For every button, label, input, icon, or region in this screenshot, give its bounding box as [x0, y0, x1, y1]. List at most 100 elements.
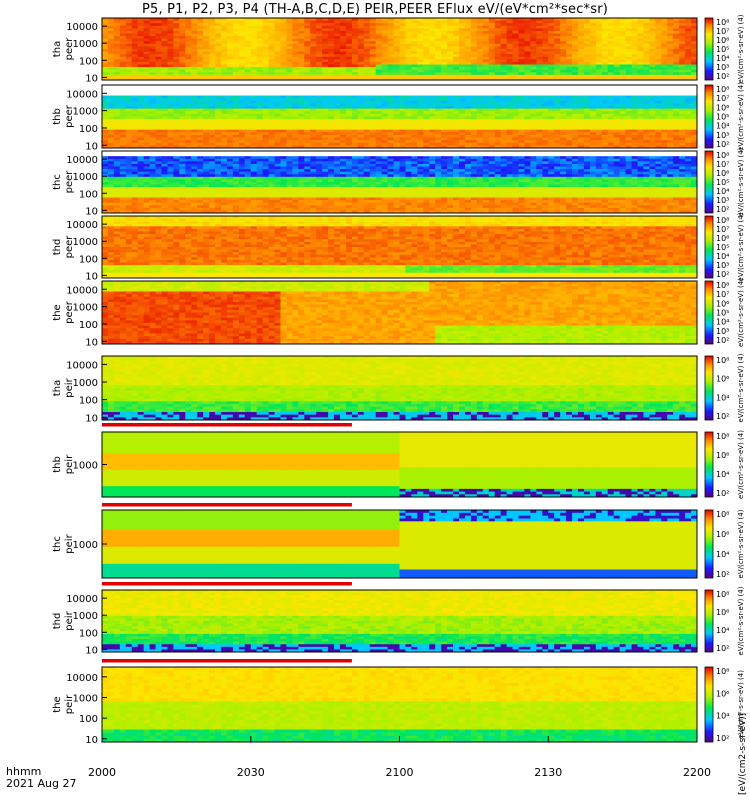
colorbar-tick-label: 10⁵	[716, 309, 729, 318]
ylabel-product: peer	[64, 235, 75, 259]
colorbar-tick-label: 10²	[716, 644, 729, 653]
ytick-label: 1000	[73, 303, 98, 314]
colorbar-side-label: eV/(cm²-s-sr-eV) (4)	[737, 14, 745, 83]
ylabel-product: peir	[64, 533, 75, 553]
ylabel-product: peer	[64, 170, 75, 194]
colorbar-tick-label: 10⁷	[716, 290, 729, 299]
colorbar-side-label: eV/(cm²-s-sr-eV) (4)	[737, 509, 745, 578]
ylabel-probe: thb	[52, 108, 63, 125]
colorbar-tick-label: 10⁶	[716, 689, 729, 698]
divider-bar	[102, 503, 352, 507]
ytick-label: 1000	[73, 378, 98, 389]
spectrogram-thd-peir	[102, 590, 697, 652]
colorbar-tick-label: 10²	[716, 72, 729, 81]
colorbar-tick-label: 10³	[716, 196, 729, 205]
ytick-label: 100	[79, 320, 98, 331]
colorbar-tick-label: 10⁴	[716, 550, 729, 559]
ytick-label: 10	[85, 73, 98, 84]
ytick-label: 100	[79, 254, 98, 265]
spectrogram-tha-peer	[102, 18, 697, 80]
colorbar-tick-label: 10⁶	[716, 234, 729, 243]
colorbar-tick-label: 10⁴	[716, 712, 729, 721]
colorbar-tick-label: 10⁸	[716, 281, 729, 290]
xtick-label: 2000	[88, 766, 116, 779]
ytick-label: 10	[85, 337, 98, 348]
colorbar-side-label: eV/(cm²-s-sr-eV) (4)	[737, 278, 745, 347]
ylabel-probe: tha	[52, 380, 63, 396]
colorbar-side-label: eV/(cm²-s-sr-eV) (4)	[737, 82, 745, 151]
colorbar-tick-label: 10²	[716, 205, 729, 214]
colorbar-tick-label: 10⁶	[716, 103, 729, 112]
colorbar-tick-label: 10⁴	[716, 54, 729, 63]
ytick-label: 1000	[73, 461, 98, 472]
date-label: 2021 Aug 27	[6, 778, 76, 790]
divider-bar	[102, 347, 697, 351]
ytick-label: 10	[85, 413, 98, 424]
ytick-label: 1000	[73, 39, 98, 50]
colorbar-tick-label: 10⁷	[716, 225, 729, 234]
colorbar-tick-label: 10³	[716, 131, 729, 140]
colorbar-tick-label: 10⁶	[716, 36, 729, 45]
ytick-label: 100	[79, 56, 98, 67]
ylabel-product: peer	[64, 104, 75, 128]
ytick-label: 1000	[73, 694, 98, 705]
colorbar-side-label: eV/(cm²-s-sr-eV) (4)	[737, 212, 745, 281]
ytick-label: 100	[79, 124, 98, 135]
colorbar-tick-label: 10³	[716, 63, 729, 72]
colorbar-tick-label: 10⁸	[716, 216, 729, 225]
colorbar-tick-label: 10⁸	[716, 667, 729, 676]
ylabel-product: peir	[64, 694, 75, 714]
ytick-label: 10000	[66, 89, 98, 100]
colorbar-tick-label: 10⁸	[716, 510, 729, 519]
colorbar-tick-label: 10⁷	[716, 94, 729, 103]
ytick-label: 100	[79, 189, 98, 200]
colorbar-tick-label: 10²	[716, 489, 729, 498]
colorbar-tick-label: 10⁸	[716, 432, 729, 441]
colorbar-tick-label: 10⁸	[716, 85, 729, 94]
ylabel-probe: thc	[52, 174, 63, 190]
colorbar-tick-label: 10⁵	[716, 113, 729, 122]
ylabel-probe: the	[52, 304, 63, 320]
spectrogram-tha-peir	[102, 356, 697, 420]
ytick-label: 10	[85, 735, 98, 746]
colorbar-tick-label: 10⁵	[716, 243, 729, 252]
colorbar-tick-label: 10⁴	[716, 187, 729, 196]
ylabel-product: peer	[64, 37, 75, 61]
ytick-label: 10000	[66, 673, 98, 684]
colorbar-tick-label: 10⁶	[716, 169, 729, 178]
colorbar-tick-label: 10⁸	[716, 151, 729, 160]
colorbar-tick-label: 10⁶	[716, 530, 729, 539]
ylabel-product: peir	[64, 377, 75, 397]
colorbar-side-label: eV/(cm²-s-sr-eV) (4)	[737, 353, 745, 422]
ylabel-probe: thd	[52, 613, 63, 630]
ytick-label: 10000	[66, 285, 98, 296]
ytick-label: 100	[79, 396, 98, 407]
ylabel-product: peir	[64, 454, 75, 474]
colorbar-tick-label: 10⁷	[716, 160, 729, 169]
ytick-label: 10000	[66, 360, 98, 371]
colorbar-side-label: eV/(cm²-s-sr-eV) (4)	[737, 430, 745, 499]
ytick-label: 1000	[73, 611, 98, 622]
colorbar-tick-label: 10⁶	[716, 299, 729, 308]
ytick-label: 10000	[66, 155, 98, 166]
colorbar-side-label: eV/(cm²-s-sr-eV) (4)	[737, 147, 745, 216]
colorbar-tick-label: 10³	[716, 327, 729, 336]
xtick-label: 2200	[683, 766, 711, 779]
ytick-label: 100	[79, 714, 98, 725]
spectrogram-the-peer	[102, 281, 697, 344]
ytick-label: 10000	[66, 22, 98, 33]
ylabel-probe: tha	[52, 41, 63, 57]
